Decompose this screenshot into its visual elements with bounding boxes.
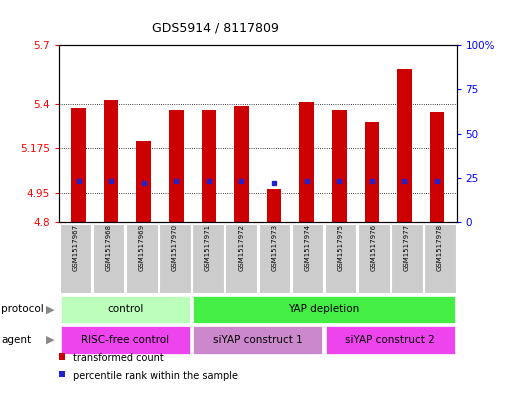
Bar (193, 326, 322, 354)
Bar (93, 224, 125, 292)
Bar (192, 224, 224, 292)
Text: GSM1517973: GSM1517973 (271, 224, 278, 271)
Bar (430, 112, 444, 222)
Bar (424, 224, 456, 292)
Text: GSM1517976: GSM1517976 (371, 224, 377, 271)
Bar (365, 122, 379, 222)
Text: GDS5914 / 8117809: GDS5914 / 8117809 (152, 22, 279, 35)
Bar (126, 224, 157, 292)
Bar (136, 141, 151, 222)
Text: GSM1517977: GSM1517977 (404, 224, 410, 271)
Text: YAP depletion: YAP depletion (288, 305, 360, 314)
Bar (391, 224, 423, 292)
Bar (326, 326, 455, 354)
Bar (299, 102, 314, 222)
Bar (193, 296, 455, 323)
Bar (267, 189, 282, 222)
Bar (202, 110, 216, 222)
Text: GSM1517975: GSM1517975 (338, 224, 344, 271)
Text: GSM1517978: GSM1517978 (437, 224, 443, 271)
Bar (60, 224, 91, 292)
Bar (225, 224, 257, 292)
Text: protocol: protocol (1, 305, 44, 314)
Text: percentile rank within the sample: percentile rank within the sample (73, 371, 238, 381)
Text: RISC-free control: RISC-free control (81, 335, 169, 345)
Bar (169, 110, 184, 222)
Text: GSM1517967: GSM1517967 (72, 224, 78, 271)
Bar (61, 326, 190, 354)
Bar (325, 224, 357, 292)
Text: GSM1517969: GSM1517969 (139, 224, 145, 271)
Text: GSM1517968: GSM1517968 (106, 224, 112, 271)
Bar (292, 224, 323, 292)
Bar (159, 224, 191, 292)
Bar (71, 108, 86, 222)
Bar (259, 224, 290, 292)
Text: GSM1517972: GSM1517972 (238, 224, 244, 271)
Bar (397, 69, 412, 222)
Bar (104, 100, 119, 222)
Text: GSM1517971: GSM1517971 (205, 224, 211, 271)
Bar (332, 110, 347, 222)
Bar (358, 224, 389, 292)
Bar (61, 296, 190, 323)
Text: control: control (107, 305, 144, 314)
Text: GSM1517970: GSM1517970 (172, 224, 178, 271)
Bar (234, 106, 249, 222)
Text: agent: agent (1, 335, 31, 345)
Text: ▶: ▶ (46, 335, 54, 345)
Text: transformed count: transformed count (73, 353, 164, 363)
Text: ▶: ▶ (46, 305, 54, 314)
Text: GSM1517974: GSM1517974 (305, 224, 310, 271)
Text: siYAP construct 2: siYAP construct 2 (345, 335, 435, 345)
Text: siYAP construct 1: siYAP construct 1 (213, 335, 303, 345)
